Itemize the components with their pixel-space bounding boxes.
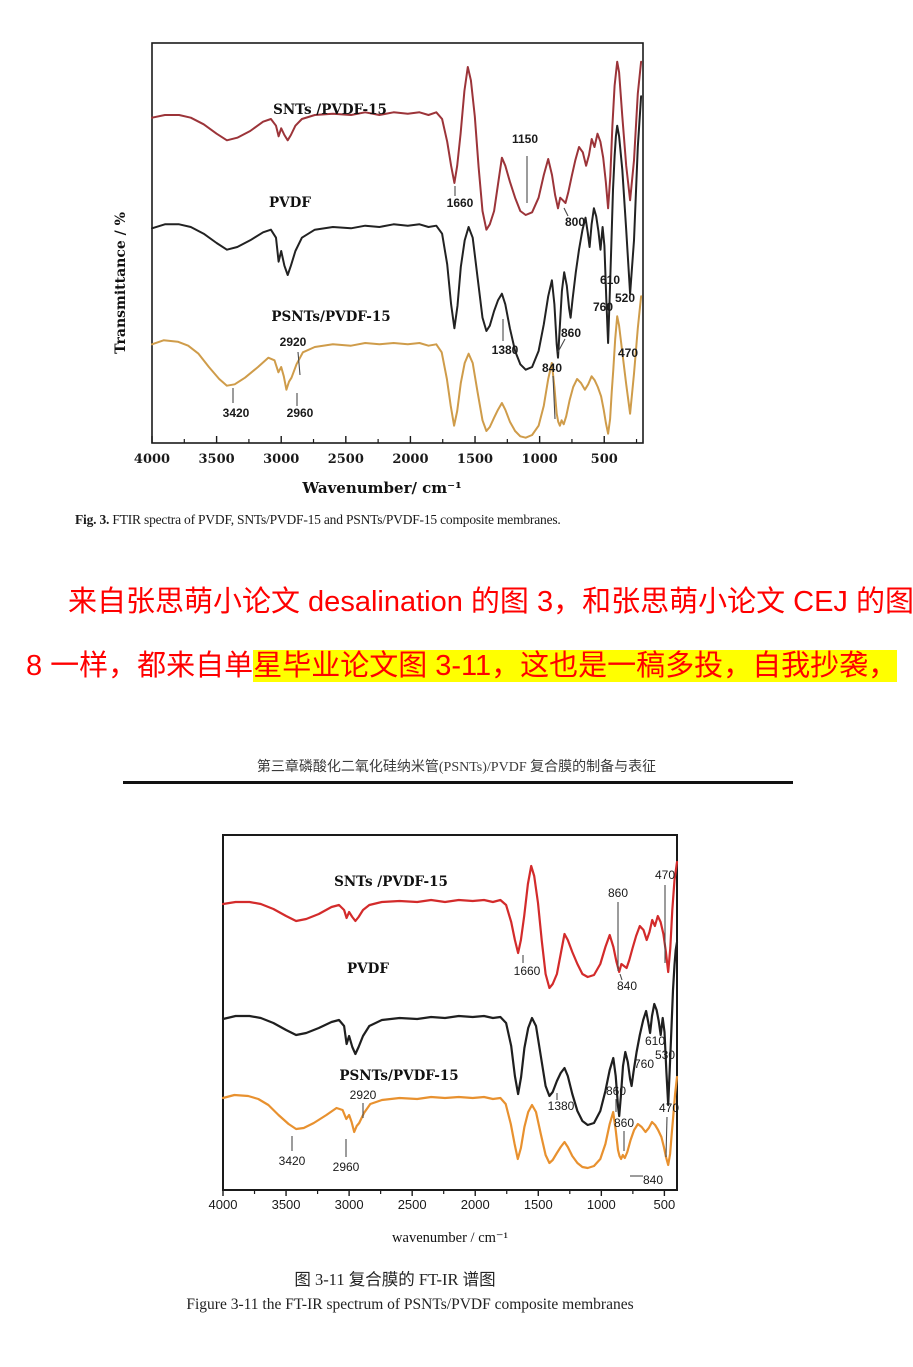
spectrum-curve-pvdf — [221, 940, 679, 1127]
curve-label: SNTs /PVDF-15 — [334, 874, 448, 890]
peak-annotation: 610 — [645, 1034, 665, 1048]
peak-annotation: 470 — [655, 868, 675, 882]
curve-label: SNTs /PVDF-15 — [273, 102, 387, 118]
x-axis-tick-label: 3000 — [263, 452, 299, 467]
peak-annotation: 800 — [565, 215, 585, 229]
peak-annotation: 2920 — [350, 1088, 377, 1102]
peak-annotation: 860 — [614, 1116, 634, 1130]
thesis-header-rule — [123, 781, 793, 784]
peak-annotation: 860 — [606, 1084, 626, 1098]
peak-annotation: 470 — [659, 1101, 679, 1115]
peak-annotation: 3420 — [223, 406, 250, 420]
x-axis-tick-label: 1500 — [457, 452, 493, 467]
curve-label: PSNTs/PVDF-15 — [339, 1068, 458, 1084]
peak-annotation: 840 — [617, 979, 637, 993]
annotation-leader-line — [552, 375, 556, 420]
peak-annotation: 470 — [618, 346, 638, 360]
figure2-ftir-chart: 4000 3500 3000 2500 2000 1500 1000 500 wavenumbe… — [209, 834, 679, 1246]
peak-annotation: 1150 — [512, 132, 538, 146]
figure2-caption-english: Figure 3-11 the FT-IR spectrum of PSNTs/… — [186, 1296, 634, 1313]
figure2-caption-chinese: 图 3-11 复合膜的 FT-IR 谱图 — [294, 1270, 496, 1289]
figure1-ftir-chart: 4000 3500 3000 2500 2000 1500 1000 500 Wavenumbe… — [113, 42, 644, 497]
figure1-caption-prefix: Fig. 3. — [75, 512, 110, 527]
axis-box — [151, 42, 644, 444]
x-axis-tick-label: 3500 — [199, 452, 235, 467]
comment-line-2-plain: 8 一样，都来自单 — [26, 650, 254, 682]
x-axis-title: wavenumber / cm⁻¹ — [392, 1230, 508, 1246]
spectrum-curve-snts — [151, 60, 643, 231]
x-axis-tick-label: 3000 — [335, 1197, 364, 1212]
spectrum-curve-psnts — [221, 1075, 679, 1170]
curve-label: PVDF — [347, 961, 389, 977]
figure1-caption-text: FTIR spectra of PVDF, SNTs/PVDF-15 and P… — [109, 512, 561, 527]
x-axis-title: Wavenumber/ cm⁻¹ — [301, 479, 461, 497]
x-axis-tick-label: 2500 — [398, 1197, 427, 1212]
y-axis-title: Transmittance / % — [113, 212, 129, 354]
x-axis-tick-label: 2500 — [328, 452, 364, 467]
peak-annotation: 760 — [634, 1057, 654, 1071]
peak-annotation: 520 — [615, 291, 635, 305]
peak-annotation: 2960 — [333, 1160, 360, 1174]
x-axis-tick-label: 2000 — [392, 452, 428, 467]
peak-annotation: 860 — [561, 326, 581, 340]
peak-annotation: 1660 — [514, 964, 541, 978]
spectrum-curve-snts — [221, 860, 679, 990]
axis-box — [222, 834, 678, 1191]
annotation-leader-line — [665, 1116, 668, 1158]
x-axis-tick-label: 4000 — [134, 452, 170, 467]
curve-label: PSNTs/PVDF-15 — [271, 309, 390, 325]
peak-annotation: 610 — [600, 273, 620, 287]
curve-label: PVDF — [269, 195, 311, 211]
peak-annotation: 1660 — [447, 196, 474, 210]
x-axis-tick-label: 500 — [591, 452, 618, 467]
comment-line-2-highlighted: 星毕业论文图 3-11，这也是一稿多投，自我抄袭， — [253, 650, 898, 682]
peak-annotation: 840 — [542, 361, 562, 375]
x-axis-tick-label: 500 — [654, 1197, 676, 1212]
peak-annotation: 1380 — [492, 343, 519, 357]
spectrum-curve-pvdf — [151, 95, 643, 371]
peak-annotation: 2960 — [287, 406, 314, 420]
thesis-chapter-header: 第三章磷酸化二氧化硅纳米管(PSNTs)/PVDF 复合膜的制备与表征 — [256, 760, 657, 775]
x-axis-tick-label: 2000 — [461, 1197, 490, 1212]
peak-annotation: 760 — [593, 300, 613, 314]
peak-annotation: 840 — [643, 1173, 663, 1187]
comment-line-1: 来自张思萌小论文 desalination 的图 3，和张思萌小论文 CEJ 的… — [68, 586, 913, 618]
x-axis-tick-label: 1500 — [524, 1197, 553, 1212]
annotation-leader-line — [297, 351, 301, 376]
peak-annotation: 3420 — [279, 1154, 306, 1168]
x-axis-tick-label: 3500 — [272, 1197, 301, 1212]
spectrum-curve-psnts — [151, 295, 643, 439]
annotation-leader-line — [563, 207, 569, 217]
comment-line-2: 8 一样，都来自单星毕业论文图 3-11，这也是一稿多投，自我抄袭， — [26, 648, 898, 684]
annotation-leader-line — [619, 973, 623, 981]
x-axis-tick-label: 1000 — [522, 452, 558, 467]
x-axis-tick-label: 1000 — [587, 1197, 616, 1212]
peak-annotation: 860 — [608, 886, 628, 900]
annotation-leader-line — [557, 338, 566, 353]
x-axis-tick-label: 4000 — [209, 1197, 238, 1212]
peak-annotation: 1380 — [548, 1099, 575, 1113]
peak-annotation: 2920 — [280, 335, 307, 349]
peak-annotation: 530 — [655, 1048, 675, 1062]
figure1-caption: Fig. 3. FTIR spectra of PVDF, SNTs/PVDF-… — [75, 512, 660, 528]
